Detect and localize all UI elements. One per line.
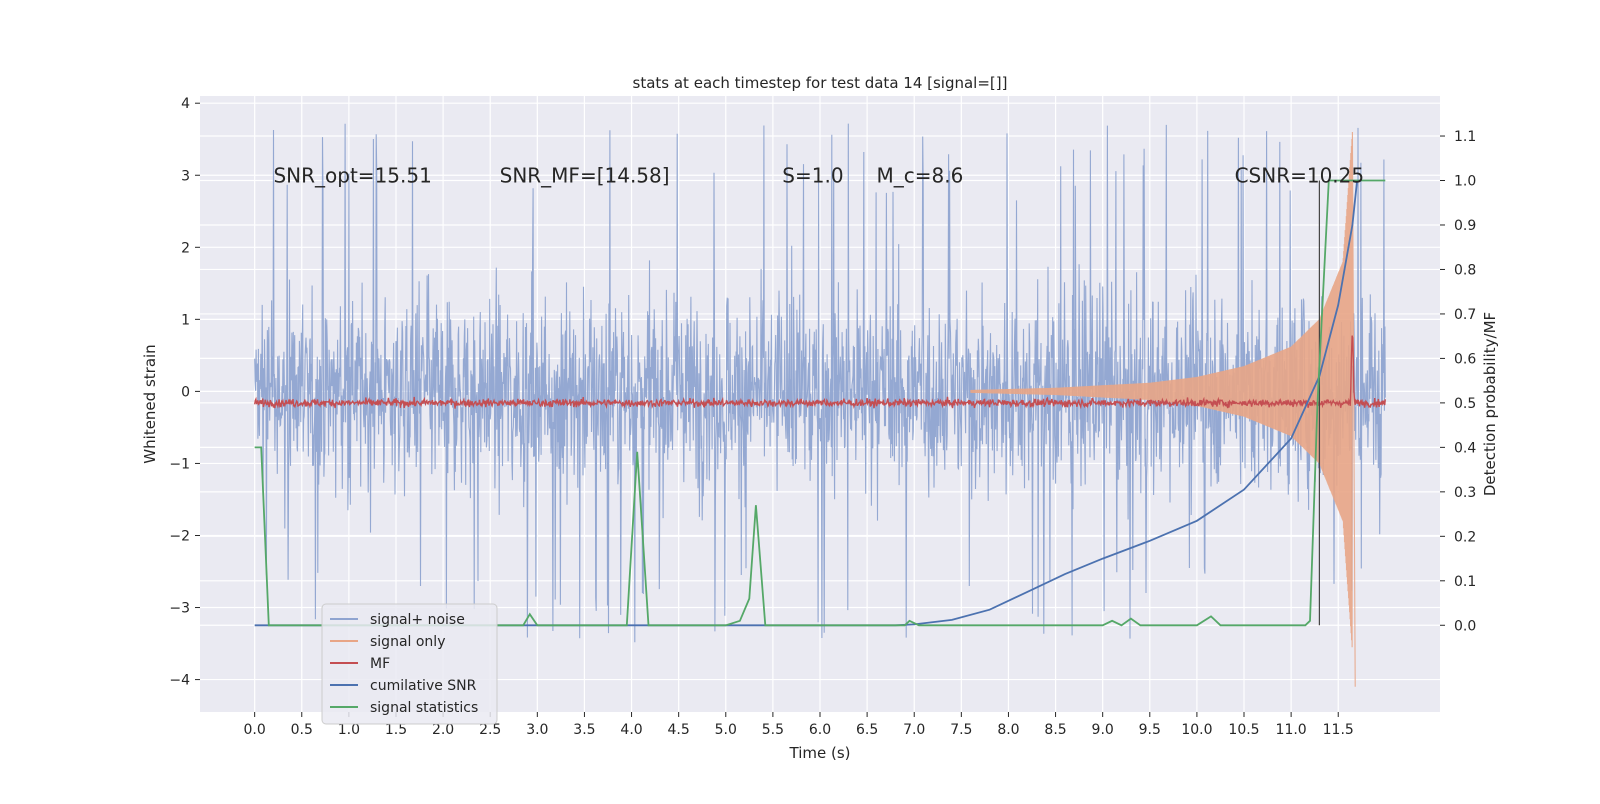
legend-label-3: cumilative SNR <box>370 678 477 694</box>
legend-label-4: signal statistics <box>370 700 478 716</box>
series-cumilative-snr <box>254 180 1358 627</box>
x-tick-label-10: 5.0 <box>715 722 737 738</box>
annotation-0: SNR_opt=15.51 <box>273 163 431 187</box>
y-right-tick-label-2: 0.2 <box>1454 529 1476 545</box>
legend-label-0: signal+ noise <box>370 612 465 628</box>
y-right-tick-label-3: 0.3 <box>1454 485 1476 501</box>
y-right-tick-label-8: 0.8 <box>1454 262 1476 278</box>
x-tick-label-15: 7.5 <box>950 722 972 738</box>
x-tick-label-22: 11.0 <box>1276 722 1307 738</box>
x-tick-label-13: 6.5 <box>856 722 878 738</box>
y-left-tick-label-3: −1 <box>169 456 190 472</box>
x-tick-label-12: 6.0 <box>809 722 831 738</box>
y-right-axis: 0.0 0.1 0.2 0.3 0.4 0.5 0.6 0.7 0.8 0.9 1.0 1.1 <box>1440 129 1476 634</box>
x-tick-label-9: 4.5 <box>668 722 690 738</box>
y-left-tick-label-0: −4 <box>169 673 190 689</box>
x-tick-label-2: 1.0 <box>338 722 360 738</box>
y-left-axis: −4 −3 −2 −1 0 1 2 3 4 <box>169 96 200 689</box>
annotation-3: M_c=8.6 <box>877 163 964 187</box>
x-tick-label-0: 0.0 <box>244 722 266 738</box>
series-mf <box>254 335 1386 410</box>
x-tick-label-11: 5.5 <box>762 722 784 738</box>
x-axis: 0.0 0.5 1.0 1.5 2.0 2.5 3.0 3.5 4.0 4.5 5.0 5.5 6.0 6… <box>244 712 1354 738</box>
series-signal-only <box>970 131 1356 687</box>
y-right-tick-label-11: 1.1 <box>1454 129 1476 145</box>
y-left-tick-label-8: 4 <box>181 96 190 112</box>
y-left-tick-label-2: −2 <box>169 528 190 544</box>
x-tick-label-3: 1.5 <box>385 722 407 738</box>
x-tick-label-14: 7.0 <box>903 722 925 738</box>
y-left-tick-label-5: 1 <box>181 312 190 328</box>
x-tick-label-23: 11.5 <box>1323 722 1354 738</box>
x-tick-label-5: 2.5 <box>479 722 501 738</box>
y-left-tick-label-6: 2 <box>181 240 190 256</box>
legend-label-1: signal only <box>370 634 445 650</box>
series-layer <box>254 123 1386 687</box>
y-left-tick-label-1: −3 <box>169 601 190 617</box>
y-right-tick-label-1: 0.1 <box>1454 574 1476 590</box>
series-signal-statistics <box>254 179 1386 627</box>
annotation-2: S=1.0 <box>782 163 843 187</box>
y-left-tick-label-4: 0 <box>181 384 190 400</box>
x-tick-label-19: 9.5 <box>1139 722 1161 738</box>
annotations: SNR_opt=15.51 SNR_MF=[14.58] S=1.0 M_c=8.6 C… <box>273 163 1364 187</box>
x-tick-label-20: 10.0 <box>1181 722 1212 738</box>
x-tick-label-16: 8.0 <box>997 722 1019 738</box>
y-left-tick-label-7: 3 <box>181 168 190 184</box>
x-tick-label-21: 10.5 <box>1228 722 1259 738</box>
annotation-1: SNR_MF=[14.58] <box>500 163 670 187</box>
y-right-tick-label-6: 0.6 <box>1454 351 1476 367</box>
annotation-4: CSNR=10.25 <box>1235 163 1365 187</box>
y-right-tick-label-10: 1.0 <box>1454 174 1476 190</box>
legend-box <box>321 603 498 725</box>
y-right-tick-label-4: 0.4 <box>1454 440 1476 456</box>
legend: signal+ noise signal only MF cumilative SNR… <box>321 603 498 725</box>
legend-label-2: MF <box>370 656 390 672</box>
x-tick-label-4: 2.0 <box>432 722 454 738</box>
y-right-tick-label-7: 0.7 <box>1454 307 1476 323</box>
y-right-tick-label-5: 0.5 <box>1454 396 1476 412</box>
chart-title: stats at each timestep for test data 14 … <box>633 74 1008 92</box>
x-axis-label: Time (s) <box>789 744 851 762</box>
x-tick-label-18: 9.0 <box>1092 722 1114 738</box>
x-tick-label-17: 8.5 <box>1044 722 1066 738</box>
x-tick-label-7: 3.5 <box>573 722 595 738</box>
x-tick-label-6: 3.0 <box>526 722 548 738</box>
x-tick-label-8: 4.0 <box>620 722 642 738</box>
y-right-tick-label-0: 0.0 <box>1454 618 1476 634</box>
y-right-axis-label: Detection probability/MF <box>1481 312 1499 496</box>
y-right-tick-label-9: 0.9 <box>1454 218 1476 234</box>
x-tick-label-1: 0.5 <box>291 722 313 738</box>
y-left-axis-label: Whitened strain <box>141 344 159 463</box>
